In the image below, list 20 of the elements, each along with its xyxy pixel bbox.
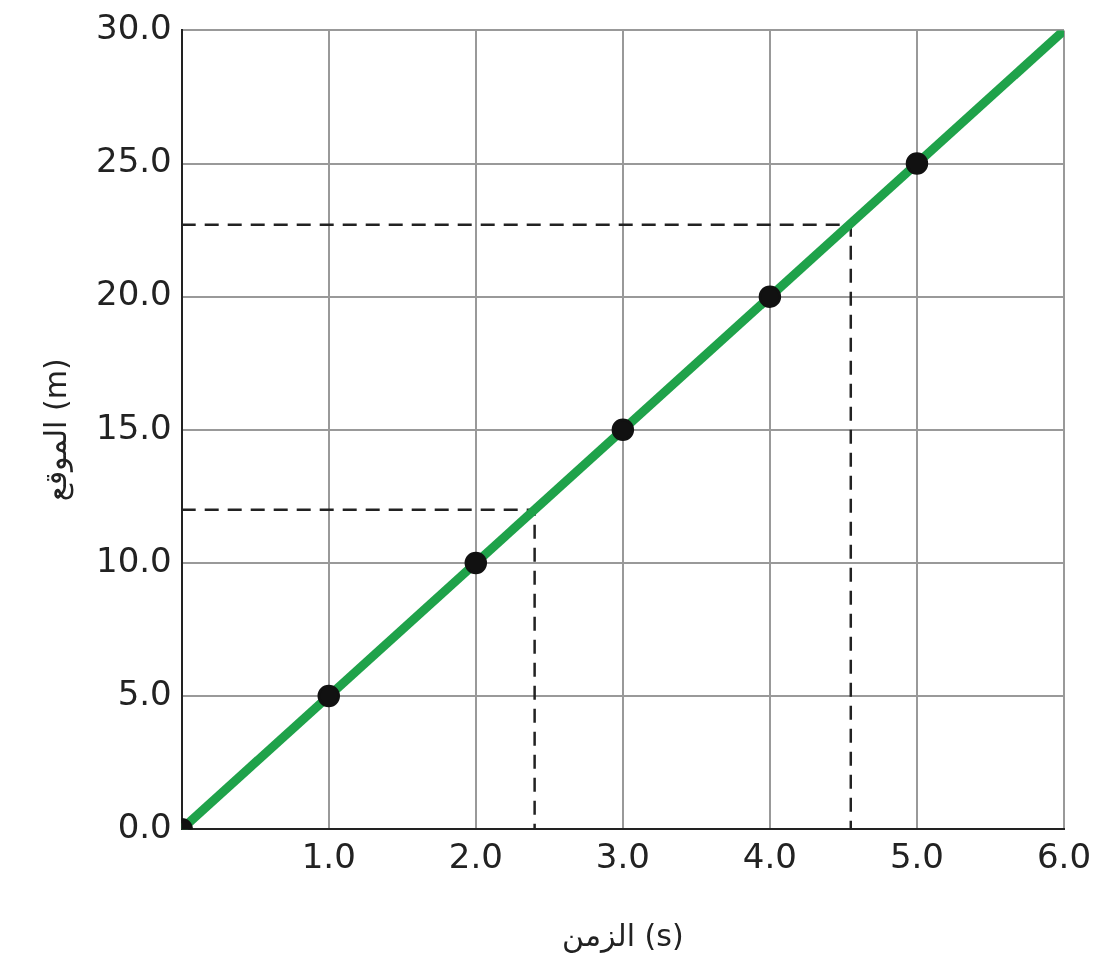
y-tick-label: 5.0 bbox=[117, 672, 172, 713]
y-tick-label: 0.0 bbox=[117, 806, 172, 847]
x-tick-label: 3.0 bbox=[595, 836, 650, 877]
y-tick-label: 10.0 bbox=[96, 539, 172, 580]
x-tick-label: 2.0 bbox=[448, 836, 503, 877]
y-axis-title: الموقع (m) bbox=[37, 358, 74, 502]
y-tick-label: 20.0 bbox=[96, 273, 172, 314]
point bbox=[464, 551, 488, 575]
x-tick-label: 5.0 bbox=[889, 836, 944, 877]
y-tick-label: 30.0 bbox=[96, 7, 172, 48]
y-tick-label: 25.0 bbox=[96, 140, 172, 181]
y-tick-label: 15.0 bbox=[96, 406, 172, 447]
x-tick-label: 1.0 bbox=[301, 836, 356, 877]
point bbox=[758, 285, 782, 308]
x-tick-label: 6.0 bbox=[1036, 836, 1092, 877]
x-tick-label: 4.0 bbox=[742, 836, 797, 877]
x-axis-title: الزمن (s) bbox=[562, 917, 684, 953]
point bbox=[611, 418, 635, 442]
point bbox=[317, 684, 340, 708]
point bbox=[905, 152, 929, 175]
